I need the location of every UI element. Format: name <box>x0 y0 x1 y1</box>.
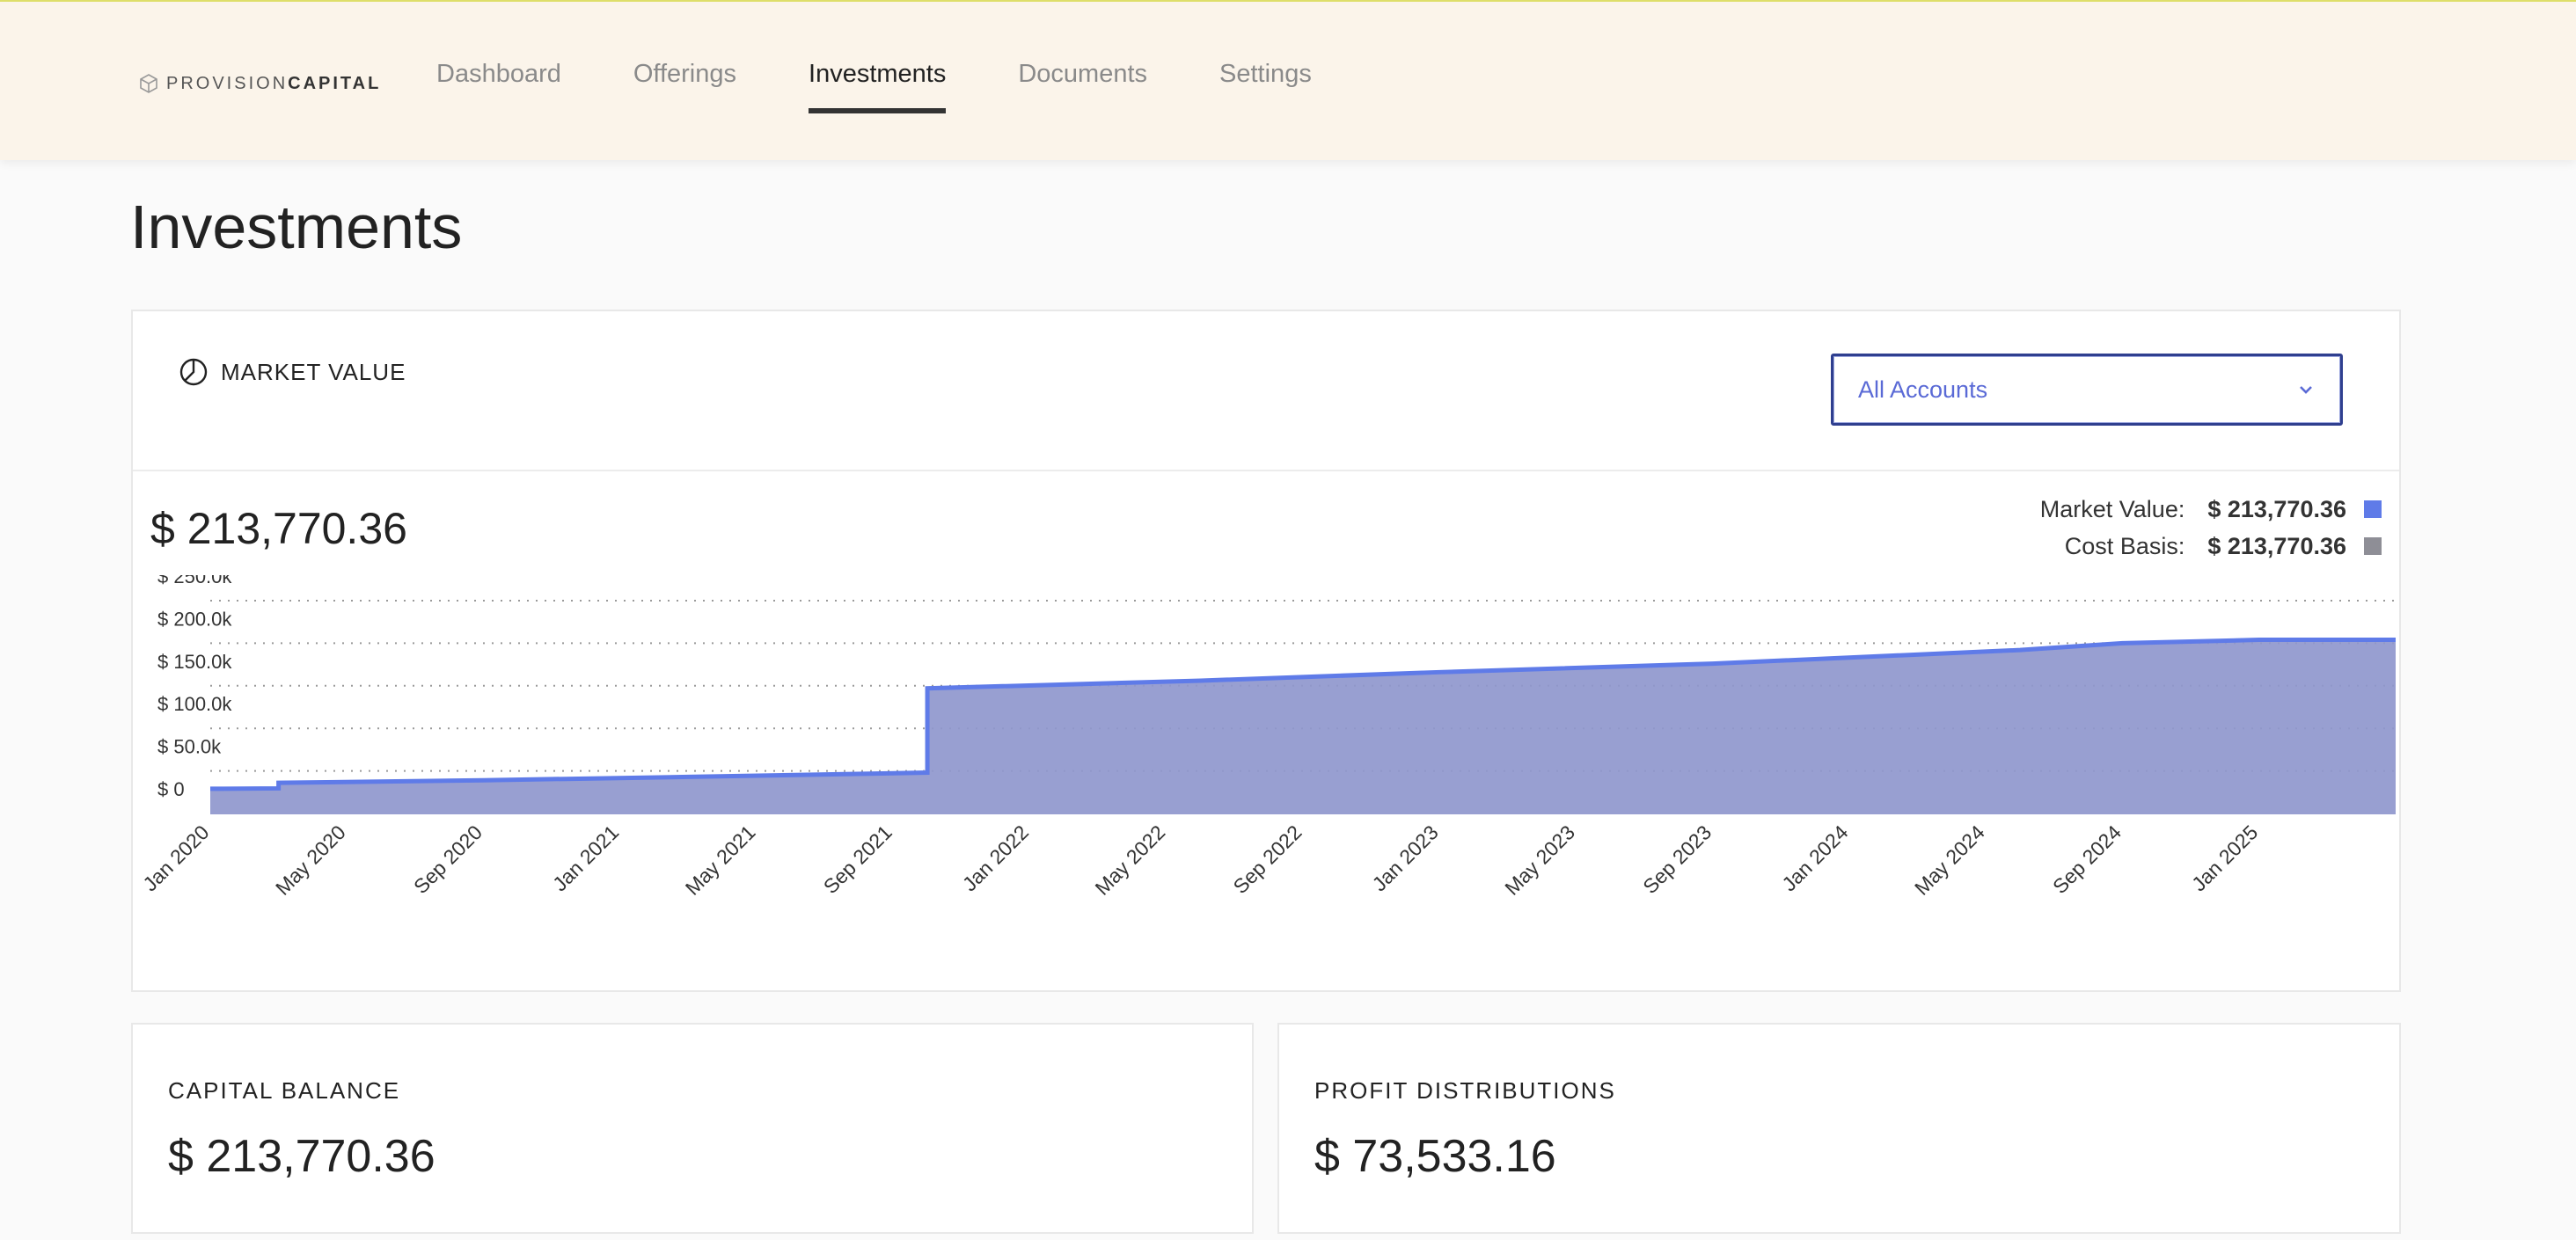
market-value-line <box>209 638 2396 791</box>
y-tick-label: $ 200.0k <box>157 608 232 630</box>
legend-market-value: Market Value: $ 213,770.36 <box>2040 491 2382 528</box>
page-title: Investments <box>130 193 463 261</box>
legend-value: $ 213,770.36 <box>2207 495 2346 522</box>
chevron-down-icon <box>2300 386 2312 394</box>
legend-swatch-market-value <box>2364 500 2382 518</box>
nav-investments[interactable]: Investments <box>809 60 947 113</box>
capital-balance-title: CAPITAL BALANCE <box>168 1077 401 1104</box>
nav-dashboard[interactable]: Dashboard <box>436 60 561 88</box>
market-value-card: MARKET VALUE All Accounts $ 213,770.36 M… <box>131 310 2401 992</box>
main-nav: Dashboard Offerings Investments Document… <box>436 60 1312 113</box>
x-tick-label: Sep 2024 <box>2048 821 2126 898</box>
profit-distributions-title: PROFIT DISTRIBUTIONS <box>1314 1077 1616 1104</box>
x-tick-label: Sep 2021 <box>819 821 896 898</box>
y-tick-label: $ 50.0k <box>157 736 222 758</box>
x-tick-label: May 2023 <box>1500 821 1579 900</box>
top-navigation-bar: PROVISION CAPITAL Dashboard Offerings Inv… <box>0 0 2576 160</box>
x-tick-label: Jan 2022 <box>958 821 1033 895</box>
brand-logo[interactable]: PROVISION CAPITAL <box>138 70 381 97</box>
profit-distributions-card: PROFIT DISTRIBUTIONS $ 73,533.16 <box>1277 1023 2401 1234</box>
account-select-value: All Accounts <box>1858 376 1988 403</box>
legend-label: Market Value: <box>2039 495 2185 522</box>
nav-offerings[interactable]: Offerings <box>633 60 737 88</box>
market-value-chart: $ 0 $ 50.0k $ 100.0k $ 150.0k $ 200.0k $ 250.… <box>138 575 2397 900</box>
y-tick-label: $ 150.0k <box>157 651 232 673</box>
account-select[interactable]: All Accounts <box>1831 354 2343 426</box>
market-value-area <box>210 639 2396 814</box>
x-tick-label: Jan 2021 <box>548 821 623 895</box>
pie-chart-icon <box>179 358 208 386</box>
x-tick-label: Sep 2020 <box>409 821 487 898</box>
x-tick-label: Sep 2023 <box>1638 821 1716 898</box>
market-value-label: MARKET VALUE <box>179 357 406 387</box>
x-tick-label: Jan 2020 <box>138 821 213 895</box>
y-tick-label: $ 100.0k <box>157 693 232 715</box>
market-value-title: MARKET VALUE <box>221 358 406 385</box>
legend-value: $ 213,770.36 <box>2207 532 2346 559</box>
x-tick-label: Jan 2023 <box>1367 821 1442 895</box>
cube-icon <box>140 74 157 93</box>
legend-cost-basis: Cost Basis: $ 213,770.36 <box>2040 528 2382 565</box>
chart-legend: Market Value: $ 213,770.36 Cost Basis: $… <box>2040 491 2382 565</box>
capital-balance-value: $ 213,770.36 <box>168 1131 435 1182</box>
capital-balance-card: CAPITAL BALANCE $ 213,770.36 <box>131 1023 1254 1234</box>
x-tick-label: Sep 2022 <box>1229 821 1306 898</box>
profit-distributions-value: $ 73,533.16 <box>1314 1131 1556 1182</box>
x-tick-label: Jan 2025 <box>2187 821 2262 895</box>
y-tick-label: $ 250.0k <box>157 575 232 587</box>
x-tick-label: May 2021 <box>681 821 760 900</box>
brand-name-bold: CAPITAL <box>288 73 382 93</box>
legend-swatch-cost-basis <box>2364 537 2382 555</box>
x-tick-label: Jan 2024 <box>1777 821 1852 895</box>
y-tick-label: $ 0 <box>157 778 185 800</box>
x-tick-label: May 2024 <box>1910 821 1989 900</box>
brand-name-light: PROVISION <box>166 73 289 93</box>
market-value-amount: $ 213,770.36 <box>150 504 407 553</box>
x-tick-label: May 2022 <box>1090 821 1169 900</box>
nav-settings[interactable]: Settings <box>1219 60 1312 88</box>
market-value-card-header: MARKET VALUE All Accounts <box>133 311 2399 471</box>
legend-label: Cost Basis: <box>2064 532 2185 559</box>
x-tick-label: May 2020 <box>271 821 350 900</box>
nav-documents[interactable]: Documents <box>1018 60 1148 88</box>
